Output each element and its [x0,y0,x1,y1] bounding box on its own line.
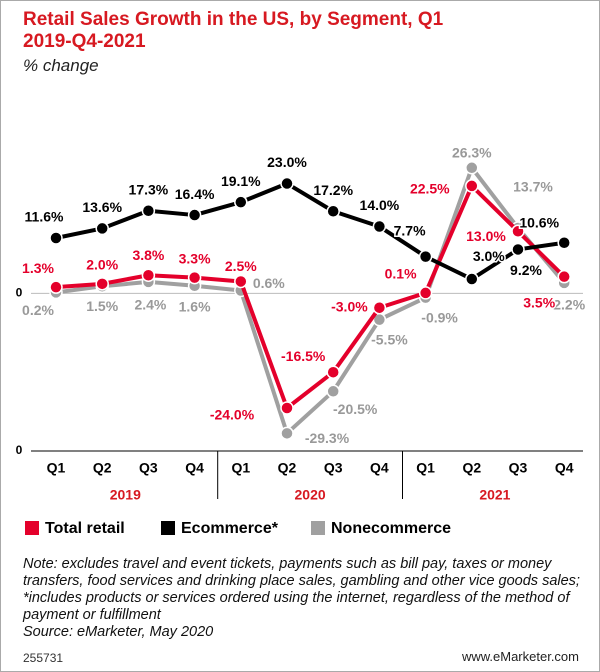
data-point [557,269,571,284]
data-label: 3.8% [132,247,164,263]
data-label: -20.5% [333,401,378,417]
data-label: -3.0% [331,298,368,314]
data-point [511,224,525,239]
year-label: 2020 [295,487,326,503]
data-label: 22.5% [410,181,450,197]
data-label: 23.0% [267,154,307,170]
data-label: 13.0% [466,228,506,244]
data-point [95,221,109,236]
x-tick-label: Q1 [47,460,66,476]
x-tick-label: Q1 [231,460,250,476]
x-tick-label: Q3 [139,460,158,476]
y-tick-label: 0 [16,286,23,300]
x-tick-label: Q2 [278,460,297,476]
x-tick-label: Q2 [93,460,112,476]
data-label: 0.6% [253,275,285,291]
data-label: 10.6% [519,214,559,230]
data-label: 1.6% [179,298,211,314]
data-label: 19.1% [221,173,261,189]
data-label: 11.6% [25,209,64,225]
website: www.eMarketer.com [461,649,579,664]
chart-id: 255731 [23,651,64,665]
data-label: 3.0% [473,248,505,264]
note: Note: excludes travel and event tickets,… [23,556,580,623]
data-point [141,268,156,282]
x-tick-label: Q4 [370,460,389,476]
data-label: 2.0% [86,257,118,273]
data-point [49,231,63,245]
data-label: 16.4% [175,186,215,202]
chart-title: Retail Sales Growth in the US, by Segmen… [23,9,444,52]
data-label: 9.2% [510,262,542,278]
year-label: 2021 [479,487,510,503]
data-point [372,219,387,234]
legend-swatch [25,521,39,535]
data-point [234,274,248,289]
x-tick-label: Q2 [462,460,481,476]
data-label: 7.7% [394,222,426,238]
legend-swatch [311,521,325,535]
data-label: 14.0% [360,197,400,213]
data-label: 13.7% [513,179,553,195]
series-line [55,181,565,282]
legend-label: Nonecommerce [331,520,451,537]
data-point [465,179,479,193]
data-label: 0.1% [385,266,417,282]
data-point [465,161,479,175]
x-tick-label: Q1 [416,460,435,476]
data-label: 3.3% [179,250,211,266]
x-tick-label: Q4 [185,460,204,476]
data-point [326,365,340,379]
data-point [234,195,248,209]
data-label: -16.5% [281,348,326,364]
data-label: -5.5% [371,331,408,347]
data-point [465,272,479,286]
data-label: -24.0% [210,407,255,423]
data-point [187,208,202,222]
data-point [557,236,571,250]
data-label: 3.5% [523,294,555,310]
data-label: 0.2% [22,302,54,318]
legend-label: Total retail [45,520,125,537]
data-point [280,401,294,415]
data-label: 17.3% [129,181,169,197]
data-label: 2.4% [134,297,166,313]
data-label: 26.3% [452,144,492,160]
legend-swatch [161,521,175,535]
data-label: 17.2% [313,182,353,198]
data-point [418,286,433,300]
data-label: -0.9% [421,309,458,325]
source: Source: eMarketer, May 2020 [23,624,214,640]
chart-subtitle: % change [23,56,99,75]
data-label: 1.5% [86,298,118,314]
series-line [55,165,566,436]
x-tick-label: Q4 [555,460,574,476]
data-point [280,176,294,191]
data-label: -29.3% [305,430,350,446]
data-point [372,300,387,315]
x-tick-label: Q3 [324,460,343,476]
x-tick-label: Q3 [509,460,528,476]
data-point [326,384,340,399]
data-point [418,249,433,264]
data-point [280,426,294,441]
data-point [49,280,63,294]
data-label: 1.3% [22,260,54,276]
series-line [55,183,566,411]
data-point [141,204,156,218]
data-point [95,277,109,291]
year-label: 2019 [110,487,141,503]
data-point [187,270,202,285]
y-tick-label: 0 [16,443,23,457]
legend-label: Ecommerce* [181,520,279,537]
data-point [326,204,340,218]
data-label: 2.5% [225,258,257,274]
data-point [511,242,525,257]
data-label: 13.6% [82,199,122,215]
data-label: 2.2% [553,297,585,313]
